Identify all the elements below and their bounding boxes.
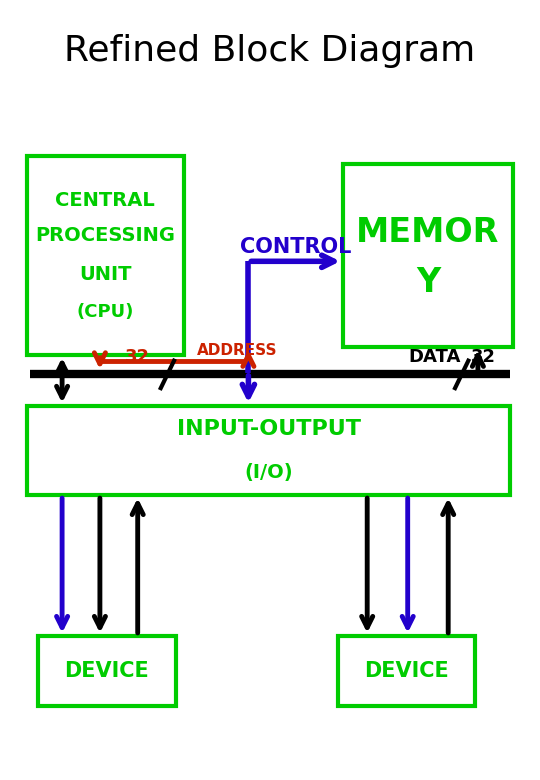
Text: MEMOR: MEMOR (356, 215, 500, 249)
Text: (CPU): (CPU) (77, 303, 134, 321)
Text: CENTRAL: CENTRAL (56, 191, 155, 211)
Text: DEVICE: DEVICE (64, 661, 149, 681)
Text: 32: 32 (125, 348, 150, 367)
Bar (338, 636, 475, 706)
Bar (343, 164, 513, 347)
Text: DATA: DATA (409, 348, 461, 367)
Text: CONTROL: CONTROL (240, 237, 352, 257)
Text: Y: Y (416, 266, 440, 300)
Bar (27, 406, 510, 495)
Text: DEVICE: DEVICE (364, 661, 449, 681)
Text: UNIT: UNIT (79, 265, 132, 285)
Text: ADDRESS: ADDRESS (197, 342, 278, 358)
Bar (27, 156, 184, 355)
Text: PROCESSING: PROCESSING (35, 226, 176, 246)
Bar (38, 636, 176, 706)
Text: INPUT-OUTPUT: INPUT-OUTPUT (177, 419, 361, 438)
Text: Refined Block Diagram: Refined Block Diagram (64, 34, 476, 68)
Text: (I/O): (I/O) (244, 463, 293, 482)
Text: 32: 32 (471, 348, 496, 367)
